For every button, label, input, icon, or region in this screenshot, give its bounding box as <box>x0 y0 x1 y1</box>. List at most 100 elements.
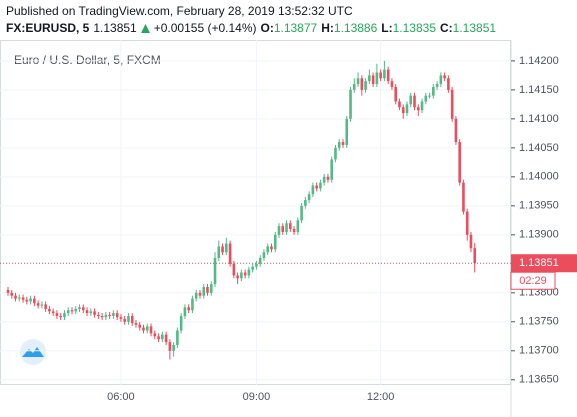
candle-body <box>21 297 25 300</box>
candle-body <box>179 316 183 331</box>
candle-body <box>228 243 232 264</box>
candle-body <box>439 75 443 85</box>
ohlc-label: O: <box>260 21 274 35</box>
candle-body <box>232 263 236 276</box>
candle-body <box>292 229 296 232</box>
candle-body <box>243 272 247 276</box>
candle-body <box>130 316 134 323</box>
candle-body <box>352 84 356 90</box>
candle-body <box>247 269 251 276</box>
ohlc-value: 1.13851 <box>452 21 497 35</box>
chart-title: Euro / U.S. Dollar, 5, FXCM <box>14 53 161 67</box>
candle-body <box>458 142 461 183</box>
candle-body <box>443 75 446 79</box>
candle-body <box>33 298 36 304</box>
y-tick-label: 1.13750 <box>519 316 559 328</box>
candle-body <box>379 72 382 79</box>
candle-body <box>51 311 55 314</box>
candle-body <box>66 310 70 314</box>
candle-body <box>202 287 206 296</box>
candle-body <box>394 86 397 102</box>
candle-body <box>469 234 473 249</box>
candle-body <box>157 336 160 340</box>
y-tick-label: 1.13700 <box>519 345 559 357</box>
candle-body <box>209 284 213 293</box>
candle-body <box>420 101 424 111</box>
candle-body <box>213 258 217 285</box>
candle-body <box>334 147 337 160</box>
y-tick-label: 1.14100 <box>519 113 559 125</box>
candle-body <box>356 78 360 85</box>
ohlc-value: 1.13835 <box>392 21 436 35</box>
candle-body <box>36 303 40 306</box>
candle-body <box>63 313 66 318</box>
y-tick-label: 1.13950 <box>519 200 559 212</box>
candle-body <box>273 234 277 250</box>
candle-body <box>319 182 322 189</box>
candle-body <box>14 295 17 299</box>
candle-body <box>164 334 168 343</box>
candle-body <box>85 310 89 314</box>
up-arrow <box>140 24 150 33</box>
candle-body <box>375 72 379 85</box>
candle-body <box>473 248 477 264</box>
candle-body <box>304 200 307 206</box>
candle-body <box>296 220 300 232</box>
candle-body <box>112 313 115 316</box>
candle-body <box>59 316 62 318</box>
candle-body <box>104 314 108 318</box>
candle-body <box>341 142 345 145</box>
candle-body <box>435 84 439 87</box>
candle-body <box>153 333 157 337</box>
candle-body <box>454 118 458 143</box>
candle-body <box>251 266 254 270</box>
candle-body <box>70 310 74 312</box>
candle-body <box>289 223 292 230</box>
price-tag <box>511 254 577 273</box>
candle-body <box>236 275 239 279</box>
candle-body <box>55 313 59 316</box>
candle-body <box>40 304 44 306</box>
candle-body <box>176 330 179 345</box>
candle-body <box>145 326 149 331</box>
ohlc-label: L: <box>381 21 393 35</box>
candle-body <box>465 211 469 235</box>
candle-body <box>115 313 119 318</box>
x-tick-label: 06:00 <box>107 391 135 403</box>
candle-body <box>330 159 334 180</box>
candle-body <box>262 252 266 259</box>
candle-body <box>168 342 172 351</box>
y-tick-label: 1.13650 <box>519 374 559 386</box>
candle-body <box>100 316 104 318</box>
candle-body <box>345 118 349 145</box>
candle-body <box>240 272 243 279</box>
candle-body <box>398 101 401 108</box>
candle-body <box>315 185 318 189</box>
countdown: 02:29 <box>519 275 547 287</box>
candle-body <box>447 78 450 90</box>
candle-body <box>93 311 96 315</box>
grid <box>0 40 511 385</box>
candle-body <box>322 176 326 183</box>
change: +0.00155 (+0.14%) <box>153 21 257 35</box>
candle-body <box>119 317 123 319</box>
candle-body <box>44 304 47 310</box>
published: Published on TradingView.com, February 2… <box>6 4 353 18</box>
candle-body <box>424 95 428 102</box>
candle-body <box>225 243 228 253</box>
candle-body <box>108 314 111 316</box>
candle-body <box>206 287 209 293</box>
candle-body <box>217 246 221 259</box>
candle-body <box>17 297 21 299</box>
x-tick-label: 09:00 <box>243 391 271 403</box>
candle-body <box>428 95 431 97</box>
quote-line: FX:EURUSD, 5 1.13851 +0.00155 (+0.14%) O… <box>6 20 496 37</box>
candle-body <box>255 263 258 267</box>
candle-body <box>416 107 420 111</box>
candle-body <box>81 307 85 311</box>
candle-body <box>10 292 14 296</box>
candle-body <box>194 292 198 299</box>
price-axis: 1.136501.137001.137501.138001.139001.139… <box>511 55 559 386</box>
candle-body <box>390 81 394 87</box>
price-tag-label: 1.13851 <box>519 257 559 269</box>
